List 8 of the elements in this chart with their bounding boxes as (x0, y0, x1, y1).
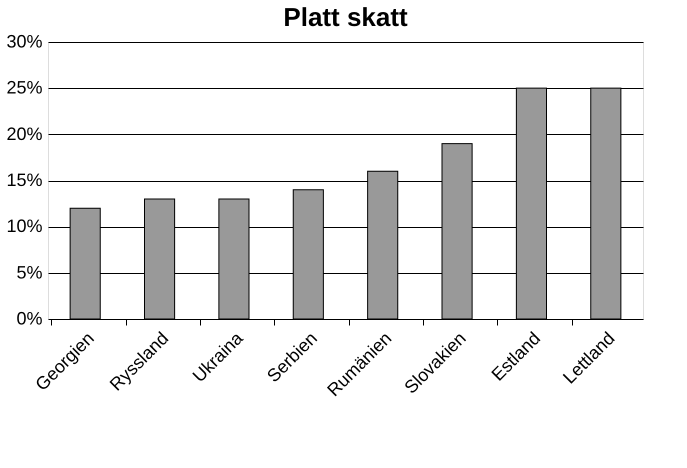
y-tick-label: 10% (6, 216, 42, 236)
y-tick-label: 30% (6, 32, 42, 52)
y-tick-label: 20% (6, 124, 42, 144)
chart-title: Platt skatt (283, 2, 408, 32)
y-tick-label: 5% (16, 262, 42, 282)
y-tick-label: 15% (6, 170, 42, 190)
y-tick-label: 25% (6, 78, 42, 98)
y-tick-label: 0% (16, 308, 42, 328)
